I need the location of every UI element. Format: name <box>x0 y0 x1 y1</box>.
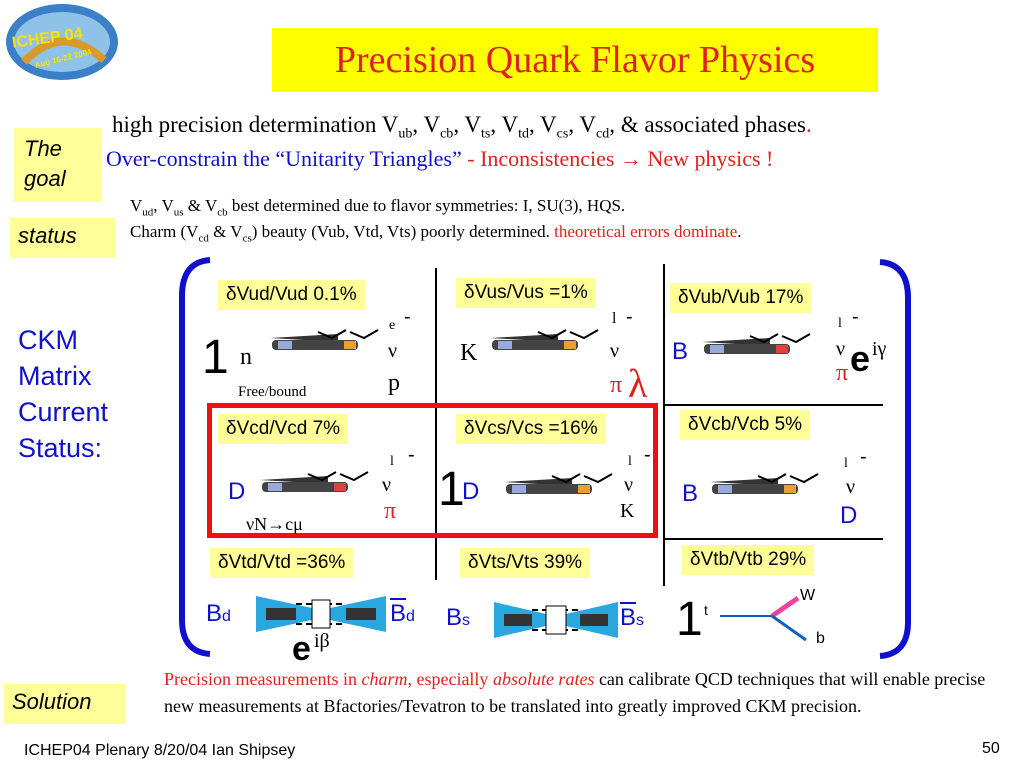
vcs-one: 1 <box>438 463 465 516</box>
vcs-lepton: l <box>628 454 632 469</box>
vud-label: δVud/Vud 0.1% <box>218 280 365 310</box>
vcs-nu: ν <box>624 474 634 496</box>
vus-dash: - <box>626 306 633 328</box>
vcs-label: δVcs/Vcs =16% <box>456 414 606 444</box>
vtb-one: 1 <box>676 593 703 646</box>
vcd-lepton: l <box>390 454 394 469</box>
vcd-dash: - <box>408 444 415 466</box>
vcs-kaon: K <box>620 500 635 522</box>
ckm-label: CKM Matrix Current Status: <box>18 325 109 463</box>
vtd-ibeta: iβ <box>314 630 330 652</box>
vcd-label: δVcd/Vcd 7% <box>218 414 349 444</box>
goal-line-2: Over-constrain the “Unitarity Triangles”… <box>106 146 774 171</box>
vcd-d-meson: D <box>228 478 246 505</box>
vcb-d-meson: D <box>840 502 858 529</box>
footer-left: ICHEP04 Plenary 8/20/04 Ian Shipsey <box>24 742 296 759</box>
vtb-vertex-diagram <box>720 595 807 642</box>
matrix-right-bracket <box>879 259 911 659</box>
vts-mixing-diagram <box>494 602 618 638</box>
status-tag: status <box>10 218 116 258</box>
logo-emblem-icon <box>6 4 118 80</box>
vud-neutron: n <box>240 344 252 370</box>
vtd-bd-meson: Bd <box>206 600 231 627</box>
grid-vline-1 <box>435 268 437 580</box>
matrix-left-bracket <box>179 257 211 657</box>
vud-dash: - <box>404 306 411 328</box>
vud-one: 1 <box>202 331 229 384</box>
grid-hline-1 <box>665 404 883 406</box>
vcb-dash: - <box>860 446 867 468</box>
vcs-dash: - <box>644 444 651 466</box>
status-line-1: Vud, Vus & Vcb best determined due to fl… <box>130 196 626 219</box>
vub-nu: ν <box>836 338 846 360</box>
vtd-mixing-diagram <box>256 596 386 632</box>
vus-nu: ν <box>610 340 620 362</box>
vub-decay-diagram <box>702 333 811 354</box>
vub-label: δVub/Vub 17% <box>670 283 812 313</box>
vud-nu: ν <box>388 340 398 362</box>
vts-label: δVts/Vts 39% <box>460 548 591 578</box>
grid-vline-2 <box>663 264 665 586</box>
vud-decay-diagram <box>270 329 379 350</box>
vus-kaon: K <box>460 340 478 366</box>
charm-row-highlight <box>207 403 658 538</box>
vtb-w: W <box>800 587 816 604</box>
vts-bs-meson: Bs <box>446 604 471 631</box>
vtd-e: e <box>292 630 311 668</box>
ichep-logo: ICHEP 04 Aug 16-22 2004 <box>4 2 120 82</box>
vtd-bd-bar-meson: Bd <box>390 598 415 627</box>
vcb-decay-diagram <box>710 473 819 494</box>
vud-free-bound: Free/bound <box>238 384 307 400</box>
vcd-pi: π <box>384 498 397 524</box>
vus-label: δVus/Vus =1% <box>456 278 596 308</box>
vub-lepton: l <box>838 316 842 331</box>
vud-proton: p <box>388 370 400 396</box>
vus-pi: π <box>610 372 623 398</box>
vub-dash: - <box>852 306 859 328</box>
vus-decay-diagram <box>490 329 599 350</box>
vtb-label: δVtb/Vtb 29% <box>682 545 815 575</box>
vts-bs-bar-meson: Bs <box>620 602 645 631</box>
vtd-label: δVtd/Vtd =36% <box>210 548 354 578</box>
vcd-nuN: νN→cμ <box>246 514 303 534</box>
goal-line-1: high precision determination Vub, Vcb, V… <box>112 112 812 142</box>
vub-igamma: iγ <box>872 338 887 360</box>
goal-tag-text: The goal <box>24 136 66 191</box>
status-line-2: Charm (Vcd & Vcs) beauty (Vub, Vtd, Vts)… <box>130 222 742 245</box>
vtb-b: b <box>816 630 825 647</box>
goal-tag: The goal <box>14 128 102 202</box>
vcs-decay-diagram <box>504 473 613 494</box>
page-title: Precision Quark Flavor Physics <box>334 39 816 81</box>
vcd-nu: ν <box>382 474 392 496</box>
vcb-label: δVcb/Vcb 5% <box>680 410 811 440</box>
vcd-decay-diagram <box>260 471 369 492</box>
grid-hline-2 <box>665 538 883 540</box>
vcb-b-meson: B <box>682 480 699 507</box>
vus-lambda: λ <box>628 361 648 406</box>
vub-b-meson: B <box>672 338 689 365</box>
vub-e: e <box>850 338 871 379</box>
vub-pi: π <box>836 360 849 386</box>
solution-tag: Solution <box>4 684 126 724</box>
solution-text: Precision measurements in charm, especia… <box>164 669 986 716</box>
title-box: Precision Quark Flavor Physics <box>272 28 878 92</box>
vcb-lepton: l <box>844 456 848 471</box>
page-number: 50 <box>982 740 1000 757</box>
vud-electron: e <box>389 318 396 333</box>
vcs-d-meson: D <box>462 478 480 505</box>
vcb-nu: ν <box>846 476 856 498</box>
vtb-top: t <box>704 602 708 618</box>
vus-lepton: l <box>612 310 617 327</box>
